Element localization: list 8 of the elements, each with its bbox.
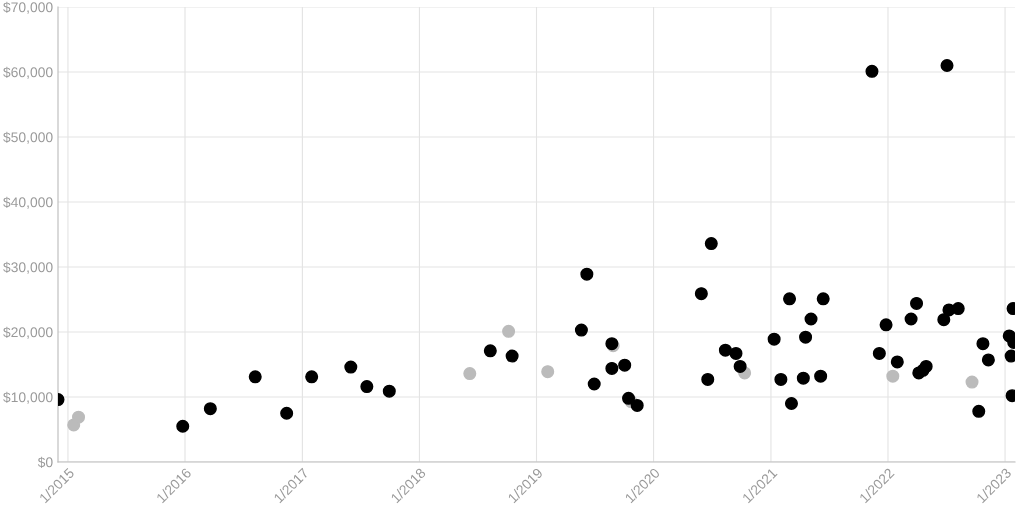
y-tick-label: $0 <box>37 456 53 468</box>
y-tick-label: $50,000 <box>3 131 53 144</box>
y-tick-label: $20,000 <box>3 326 53 339</box>
y-tick-label: $40,000 <box>3 196 53 209</box>
y-tick-label: $60,000 <box>3 66 53 79</box>
y-tick-label: $30,000 <box>3 261 53 274</box>
y-tick-label: $70,000 <box>3 1 53 14</box>
y-tick-label: $10,000 <box>3 391 53 404</box>
